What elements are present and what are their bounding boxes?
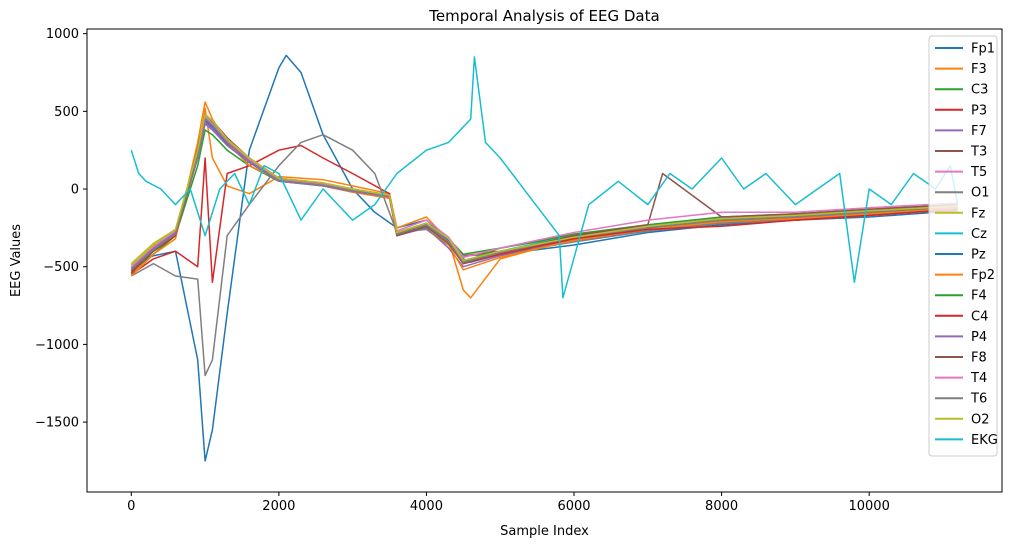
y-tick-label: 500: [54, 105, 79, 120]
legend-label: O1: [971, 186, 990, 201]
x-axis-label: Sample Index: [500, 524, 589, 539]
legend-label: T6: [970, 392, 987, 407]
plot-area: [87, 29, 1002, 492]
x-tick-label: 0: [127, 499, 135, 514]
series-line-ekg: [130, 56, 959, 299]
legend-label: C3: [971, 83, 988, 98]
x-tick-label: 10000: [848, 499, 889, 514]
series-layer: [130, 54, 959, 462]
y-axis-label: EEG Values: [9, 224, 24, 297]
x-ticks: 0 2000 4000 6000 8000 10000: [127, 492, 890, 514]
y-tick-label: 1000: [46, 27, 79, 42]
legend-label: EKG: [971, 433, 998, 448]
legend-label: F3: [971, 62, 987, 77]
chart-title: Temporal Analysis of EEG Data: [428, 7, 659, 25]
plot-background: [87, 29, 1002, 492]
y-tick-label: −500: [43, 260, 79, 275]
legend-label: P3: [971, 103, 987, 118]
legend-label: Fp2: [971, 268, 995, 283]
legend: Fp1 F3 C3 P3 F7 T3 T5 O1 Fz Cz Pz Fp2 F4 C4 P4 F8 T4 T6 O2…: [928, 35, 998, 457]
x-tick-label: 2000: [262, 499, 295, 514]
legend-label: Fz: [971, 206, 985, 221]
legend-label: C4: [971, 309, 988, 324]
legend-label: O2: [971, 412, 990, 427]
legend-label: Cz: [971, 227, 987, 242]
legend-label: F4: [971, 289, 987, 304]
y-tick-label: 0: [71, 183, 79, 198]
axes-frame: [86, 28, 1003, 493]
series-line-o2: [130, 113, 958, 266]
x-tick-label: 8000: [705, 499, 738, 514]
y-ticks: 1000 500 0 −500 −1000 −1500: [35, 27, 87, 431]
legend-label: T3: [970, 145, 987, 160]
y-tick-label: −1000: [35, 338, 79, 353]
legend-label: Pz: [971, 248, 986, 263]
legend-label: T5: [970, 165, 987, 180]
legend-label: F7: [971, 124, 987, 139]
legend-label: P4: [971, 330, 987, 345]
x-tick-label: 6000: [557, 499, 590, 514]
legend-label: F8: [971, 351, 987, 366]
legend-box: [928, 35, 998, 457]
y-tick-label: −1500: [35, 416, 79, 431]
axes-layer: [86, 28, 1003, 493]
x-tick-label: 4000: [410, 499, 443, 514]
legend-label: Fp1: [971, 42, 995, 57]
legend-label: T4: [970, 371, 987, 386]
series-line-fp1: [131, 54, 958, 462]
